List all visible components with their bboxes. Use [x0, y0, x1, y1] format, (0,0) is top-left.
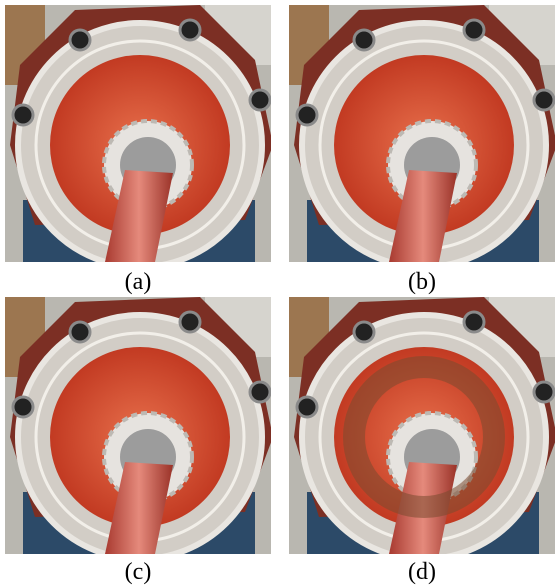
- photo-d: [289, 297, 555, 554]
- photo-b: [289, 5, 555, 262]
- caption: (a): [5, 268, 271, 296]
- photo-a: [5, 5, 271, 262]
- caption: (b): [289, 268, 555, 296]
- photo-c: [5, 297, 271, 554]
- figure: (a) (b) (c) (d): [0, 0, 560, 586]
- caption: (c): [5, 558, 271, 586]
- caption: (d): [289, 558, 555, 586]
